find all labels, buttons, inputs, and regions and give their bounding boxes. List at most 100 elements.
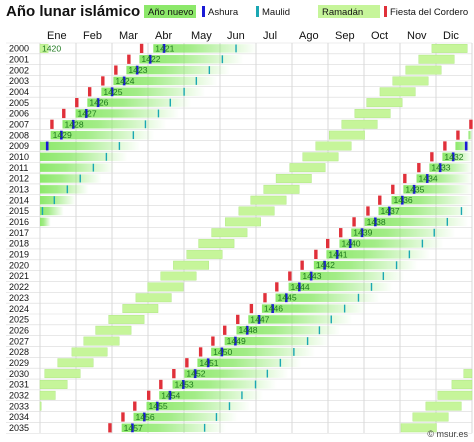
year-label: 2021 [9,271,29,281]
hijri-year-label: 1428 [64,119,83,129]
newyear-band [50,130,155,140]
maulid-marker [79,174,81,183]
ramadan-bar [211,228,248,238]
legend-label-newyear: Año nuevo [148,7,193,18]
newyear-bands [40,44,472,433]
eid-marker [456,130,460,140]
eid-marker [139,43,144,54]
year-label: 2010 [9,152,29,162]
maulid-marker [144,120,147,129]
maulid-marker [293,348,295,356]
year-label: 2014 [9,195,29,205]
legend-label-ramadan: Ramadán [322,7,363,18]
year-label: 2019 [9,250,29,260]
ashura-marker [323,260,326,270]
eid-marker [121,412,125,422]
ramadan-bar [366,98,403,108]
maulid-marker [460,207,463,215]
ashura-marker [438,163,442,173]
newyear-band [326,250,431,259]
newyear-band [101,87,206,96]
maulid-marker [183,87,185,96]
month-label: Feb [83,30,102,42]
legend: Año nuevo Ashura Maulid Ramadán Fiesta del C… [144,5,468,18]
maulid-marker [421,239,424,248]
ramadan-bar [39,401,42,411]
year-label: 2006 [9,109,29,119]
year-labels: 2000200120022003200420052006200720082009… [9,44,29,433]
year-label: 2017 [9,228,29,238]
newyear-band [40,152,128,162]
hijri-year-label: 1425 [103,87,122,97]
ashura-marker [45,141,49,151]
chart-title: Año lunar islámico [6,3,140,20]
ashura-marker [148,54,152,64]
eid-marker [159,379,163,390]
newyear-band [364,217,469,227]
year-label: 2001 [9,54,29,64]
newyear-band [40,206,64,216]
year-label: 2007 [9,119,29,129]
year-label: 2033 [9,401,29,411]
ramadan-bar [437,390,473,400]
newyear-band [378,206,472,216]
eid-marker [288,271,292,281]
ramadan-bars [39,44,473,433]
newyear-band [236,326,341,335]
year-label: 2002 [9,65,29,75]
hijri-year-label: 1453 [175,379,194,389]
eid-marker [430,152,434,162]
ashura-marker [425,174,429,183]
hijri-year-label: 1450 [213,347,232,357]
maulid-marker [215,413,218,421]
hijri-year-label: 1432 [444,152,463,162]
eid-marker [75,98,79,108]
newyear-band [87,98,192,107]
newyear-band [275,293,380,302]
ramadan-bar [275,174,312,183]
eid-marker [263,293,267,303]
ramadan-bar [412,412,449,422]
ramadan-bar [198,239,235,248]
ashura-marker [271,304,274,313]
hijri-year-label: 1448 [238,325,257,335]
hijri-year-label: 1429 [53,130,72,140]
hijri-year-label: 1444 [291,282,310,292]
newyear-band [391,195,472,205]
maulid-marker [343,304,346,313]
eid-marker [300,260,304,270]
maulid-marker [105,152,108,161]
hijri-year-label: 1420 [42,43,61,53]
ashura-marker [182,380,185,389]
newyear-band [40,174,102,183]
ramadan-bar [44,369,81,379]
ashura-marker [220,347,224,357]
legend-item-ramadan: Ramadán [318,5,380,18]
maulid-marker [118,142,121,150]
hijri-year-label: 1446 [264,304,283,314]
maulid-marker [221,55,224,64]
year-label: 2005 [9,98,29,108]
year-label: 2013 [9,185,29,195]
ashura-marker [348,239,352,248]
ashura-marker [168,390,172,400]
year-label: 2018 [9,239,29,249]
maulid-marker [203,423,206,432]
ashura-marker [400,195,404,205]
ashura-marker [412,184,416,194]
newyear-band [40,185,89,194]
legend-label-eid: Fiesta del Cordero [390,7,468,18]
eid-marker [378,195,382,205]
eid-marker [146,390,151,400]
legend-swatch-eid [384,6,387,17]
eid-marker [236,314,240,325]
hijri-year-label: 1434 [419,173,438,183]
eid-marker [87,87,92,97]
ashura-marker [309,271,313,281]
hijri-year-label: 1445 [278,293,297,303]
ramadan-bar [83,336,120,346]
ashura-marker [110,87,114,97]
year-label: 2029 [9,358,29,368]
ashura-marker [84,109,88,118]
